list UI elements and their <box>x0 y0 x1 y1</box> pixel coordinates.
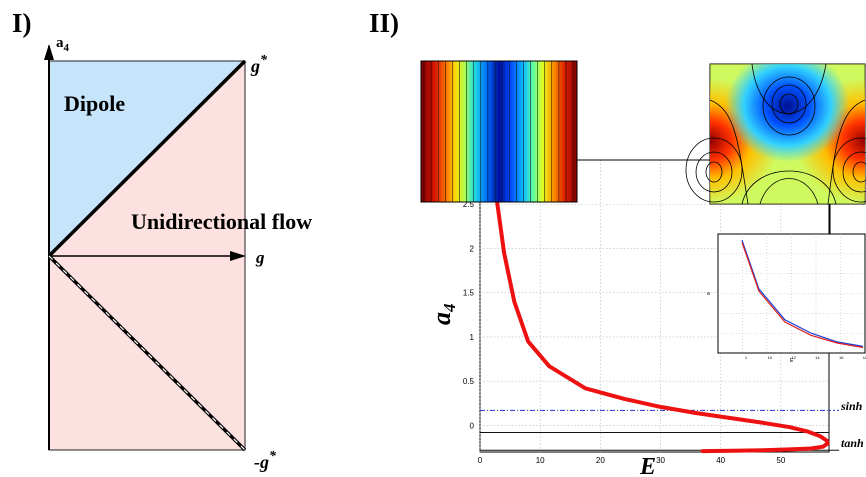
inset-x-tick-label: 10 <box>768 355 773 360</box>
x-tick-label: 20 <box>596 456 605 465</box>
stripe-colormap-inset <box>420 60 710 203</box>
x-tick-label: 50 <box>776 456 785 465</box>
small-inset-ylabel: a <box>707 291 710 297</box>
critical-line <box>47 59 247 258</box>
tanh-label: tanh <box>841 436 864 450</box>
series-line-energy-curve <box>491 162 830 454</box>
y-axis-label: a4 <box>56 35 70 54</box>
small-inset-xlabel: E <box>790 358 794 364</box>
y-tick-label: 1.5 <box>463 289 475 298</box>
y-tick-label: 2.5 <box>463 200 475 209</box>
sinh-label: sinh <box>840 399 863 413</box>
main-ylabel: a4 <box>427 304 459 326</box>
dipole-label: Dipole <box>64 91 125 116</box>
lower-critical-line <box>47 254 247 452</box>
phase-diagram: a4 g g* -g* Dipole Unidirectional flow <box>44 35 312 472</box>
y-tick-label: 1 <box>470 333 475 342</box>
inset-x-tick-label: 14 <box>815 355 820 360</box>
x-tick-label: 10 <box>536 456 545 465</box>
y-tick-label: 2 <box>470 244 475 253</box>
inset-x-tick-label: 16 <box>839 355 844 360</box>
main-xlabel: E <box>639 454 656 477</box>
stripe-colormap <box>420 60 578 203</box>
series-line-inset-blue <box>741 240 864 347</box>
small-inset-plot: 1 10 12 14 16 18 E a <box>707 233 866 364</box>
panel-label-i: I) <box>12 8 32 38</box>
unidirectional-label: Unidirectional flow <box>131 209 312 234</box>
x-axis-label: g <box>255 248 265 267</box>
x-tick-label: 0 <box>478 456 483 465</box>
contour-map-inset <box>685 63 866 234</box>
main-ticks: 0 10 20 30 40 50 0 0.5 1 1.5 2 2.5 <box>463 200 786 465</box>
contour-lines <box>685 63 866 205</box>
gstar-bottom-label: -g* <box>254 449 277 472</box>
small-inset-frame <box>717 233 866 354</box>
x-tick-label: 40 <box>716 456 725 465</box>
panel-label-ii: II) <box>369 8 399 38</box>
inset-x-tick-label: 18 <box>863 355 866 360</box>
inset-x-tick-label: 1 <box>745 355 748 360</box>
gstar-top-label: g* <box>250 53 268 76</box>
x-axis-arrow <box>230 251 246 261</box>
series-line-inset-red <box>741 242 864 349</box>
small-inset-grid: 1 10 12 14 16 18 <box>718 234 866 360</box>
x-tick-label: 30 <box>656 456 665 465</box>
y-tick-label: 0.5 <box>463 377 475 386</box>
y-tick-label: 0 <box>470 421 475 430</box>
y-axis-arrow <box>44 44 54 60</box>
inset-x-tick-label: 12 <box>791 355 796 360</box>
stripe-contours <box>423 61 574 202</box>
